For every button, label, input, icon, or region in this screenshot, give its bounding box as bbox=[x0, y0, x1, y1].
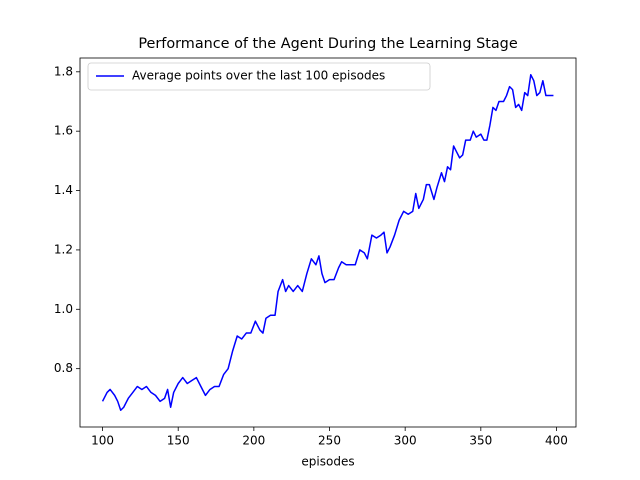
x-tick-label: 150 bbox=[167, 434, 190, 448]
y-tick-label: 1.0 bbox=[54, 302, 73, 316]
x-tick-label: 200 bbox=[242, 434, 265, 448]
x-tick-label: 250 bbox=[318, 434, 341, 448]
y-tick-label: 1.4 bbox=[54, 183, 73, 197]
y-tick-label: 1.8 bbox=[54, 64, 73, 78]
y-tick-label: 0.8 bbox=[54, 361, 73, 375]
y-tick-label: 1.2 bbox=[54, 242, 73, 256]
plot-frame bbox=[79, 57, 577, 428]
data-line bbox=[101, 74, 554, 411]
x-tick-label: 400 bbox=[545, 434, 568, 448]
legend-box bbox=[87, 62, 431, 91]
legend-label: Average points over the last 100 episode… bbox=[132, 69, 385, 83]
x-tick-label: 100 bbox=[91, 434, 114, 448]
chart-title: Performance of the Agent During the Lear… bbox=[138, 36, 517, 52]
x-tick-label: 350 bbox=[469, 434, 492, 448]
y-tick-label: 1.6 bbox=[54, 124, 73, 138]
x-tick-label: 300 bbox=[394, 434, 417, 448]
x-axis-label: episodes bbox=[301, 455, 354, 469]
